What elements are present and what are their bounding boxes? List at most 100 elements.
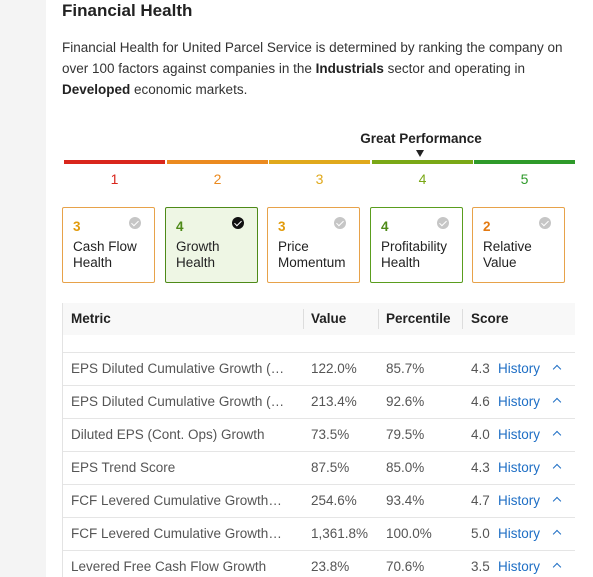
- table-row: Levered Free Cash Flow Growth 23.8% 70.6% 3…: [63, 551, 575, 577]
- scale-number-1: 1: [110, 171, 119, 187]
- history-link[interactable]: History: [498, 361, 541, 376]
- table-row: EPS Diluted Cumulative Growth (… 122.0% 85…: [63, 353, 575, 386]
- percentile-cell: 92.6%: [386, 394, 425, 409]
- value-cell: 254.6%: [311, 493, 357, 508]
- section-title: Financial Health: [62, 1, 193, 20]
- check-circle-icon: [437, 217, 449, 229]
- chevron-up-icon[interactable]: [552, 496, 562, 506]
- column-divider: [303, 309, 304, 329]
- check-circle-icon: [129, 217, 141, 229]
- table-body: EPS Diluted Cumulative Growth (… 122.0% 85…: [63, 353, 575, 577]
- scale-bar-3: [269, 160, 370, 164]
- category-card[interactable]: 2 Relative Value: [472, 207, 565, 283]
- metric-cell: EPS Trend Score: [71, 460, 176, 475]
- metric-cell: EPS Diluted Cumulative Growth (…: [71, 394, 285, 409]
- history-link[interactable]: History: [498, 394, 541, 409]
- check-circle-icon: [232, 217, 244, 229]
- scale-bar-2: [167, 160, 268, 164]
- metric-cell: FCF Levered Cumulative Growth…: [71, 493, 282, 508]
- scale-number-5: 5: [520, 171, 529, 187]
- table-header: Metric Value Percentile Score: [63, 303, 575, 335]
- chevron-up-icon[interactable]: [552, 364, 562, 374]
- value-cell: 87.5%: [311, 460, 350, 475]
- card-score: 3: [278, 219, 286, 234]
- percentile-cell: 79.5%: [386, 427, 425, 442]
- category-card[interactable]: 4 Growth Health: [165, 207, 258, 283]
- percentile-cell: 85.0%: [386, 460, 425, 475]
- header-percentile[interactable]: Percentile: [386, 311, 451, 326]
- card-label: Price Momentum: [278, 239, 346, 270]
- column-divider: [378, 309, 379, 329]
- table-row: EPS Diluted Cumulative Growth (… 213.4% 92…: [63, 386, 575, 419]
- score-cell: 4.7: [471, 493, 490, 508]
- value-cell: 213.4%: [311, 394, 357, 409]
- card-label: Growth Health: [176, 239, 220, 270]
- metric-cell: EPS Diluted Cumulative Growth (…: [71, 361, 285, 376]
- score-cell: 4.3: [471, 361, 490, 376]
- category-card[interactable]: 4 Profitability Health: [370, 207, 463, 283]
- chevron-up-icon[interactable]: [552, 430, 562, 440]
- card-score: 2: [483, 219, 491, 234]
- category-card[interactable]: 3 Price Momentum: [267, 207, 360, 283]
- chevron-up-icon[interactable]: [552, 529, 562, 539]
- header-value[interactable]: Value: [311, 311, 347, 326]
- description-text: sector and operating in: [383, 61, 526, 76]
- scale-number-4: 4: [418, 171, 427, 187]
- score-cell: 4.6: [471, 394, 490, 409]
- percentile-cell: 85.7%: [386, 361, 425, 376]
- history-link[interactable]: History: [498, 427, 541, 442]
- page-gutter: [0, 0, 46, 577]
- chevron-up-icon[interactable]: [552, 562, 562, 572]
- section-description: Financial Health for United Parcel Servi…: [62, 37, 582, 100]
- score-cell: 5.0: [471, 526, 490, 541]
- chevron-up-icon[interactable]: [552, 397, 562, 407]
- card-score: 4: [176, 219, 184, 234]
- score-cell: 3.5: [471, 559, 490, 574]
- history-link[interactable]: History: [498, 460, 541, 475]
- table-row: EPS Trend Score 87.5% 85.0% 4.3 History: [63, 452, 575, 485]
- metric-cell: Levered Free Cash Flow Growth: [71, 559, 267, 574]
- value-cell: 73.5%: [311, 427, 350, 442]
- percentile-cell: 93.4%: [386, 493, 425, 508]
- scale-bar-5: [474, 160, 575, 164]
- scale-number-2: 2: [213, 171, 222, 187]
- chevron-up-icon[interactable]: [552, 463, 562, 473]
- performance-marker-icon: [416, 150, 424, 157]
- description-text: Financial Health for United Parcel Servi…: [62, 40, 563, 76]
- table-row: FCF Levered Cumulative Growth… 1,361.8% 10…: [63, 518, 575, 551]
- column-divider: [462, 309, 463, 329]
- card-score: 3: [73, 219, 81, 234]
- table-row: FCF Levered Cumulative Growth… 254.6% 93.4…: [63, 485, 575, 518]
- value-cell: 23.8%: [311, 559, 350, 574]
- scale-number-3: 3: [315, 171, 324, 187]
- percentile-cell: 100.0%: [386, 526, 432, 541]
- card-score: 4: [381, 219, 389, 234]
- category-card[interactable]: 3 Cash Flow Health: [62, 207, 155, 283]
- score-cell: 4.0: [471, 427, 490, 442]
- description-text: economic markets.: [130, 82, 248, 97]
- metric-cell: Diluted EPS (Cont. Ops) Growth: [71, 427, 265, 442]
- header-metric[interactable]: Metric: [71, 311, 111, 326]
- scale-bar-1: [64, 160, 165, 164]
- history-link[interactable]: History: [498, 559, 541, 574]
- percentile-cell: 70.6%: [386, 559, 425, 574]
- score-cell: 4.3: [471, 460, 490, 475]
- check-circle-icon: [539, 217, 551, 229]
- history-link[interactable]: History: [498, 526, 541, 541]
- value-cell: 122.0%: [311, 361, 357, 376]
- card-label: Cash Flow Health: [73, 239, 137, 270]
- card-label: Relative Value: [483, 239, 532, 270]
- table-row: Diluted EPS (Cont. Ops) Growth 73.5% 79.5%…: [63, 419, 575, 452]
- sector-name: Industrials: [315, 61, 384, 76]
- table-spacer: [63, 335, 575, 353]
- history-link[interactable]: History: [498, 493, 541, 508]
- metric-cell: FCF Levered Cumulative Growth…: [71, 526, 282, 541]
- check-circle-icon: [334, 217, 346, 229]
- market-name: Developed: [62, 82, 131, 97]
- value-cell: 1,361.8%: [311, 526, 369, 541]
- card-label: Profitability Health: [381, 239, 448, 270]
- metrics-table: Metric Value Percentile Score EPS Dilute…: [62, 303, 575, 577]
- header-score[interactable]: Score: [471, 311, 509, 326]
- scale-bar-4: [372, 160, 473, 164]
- performance-label: Great Performance: [360, 131, 482, 146]
